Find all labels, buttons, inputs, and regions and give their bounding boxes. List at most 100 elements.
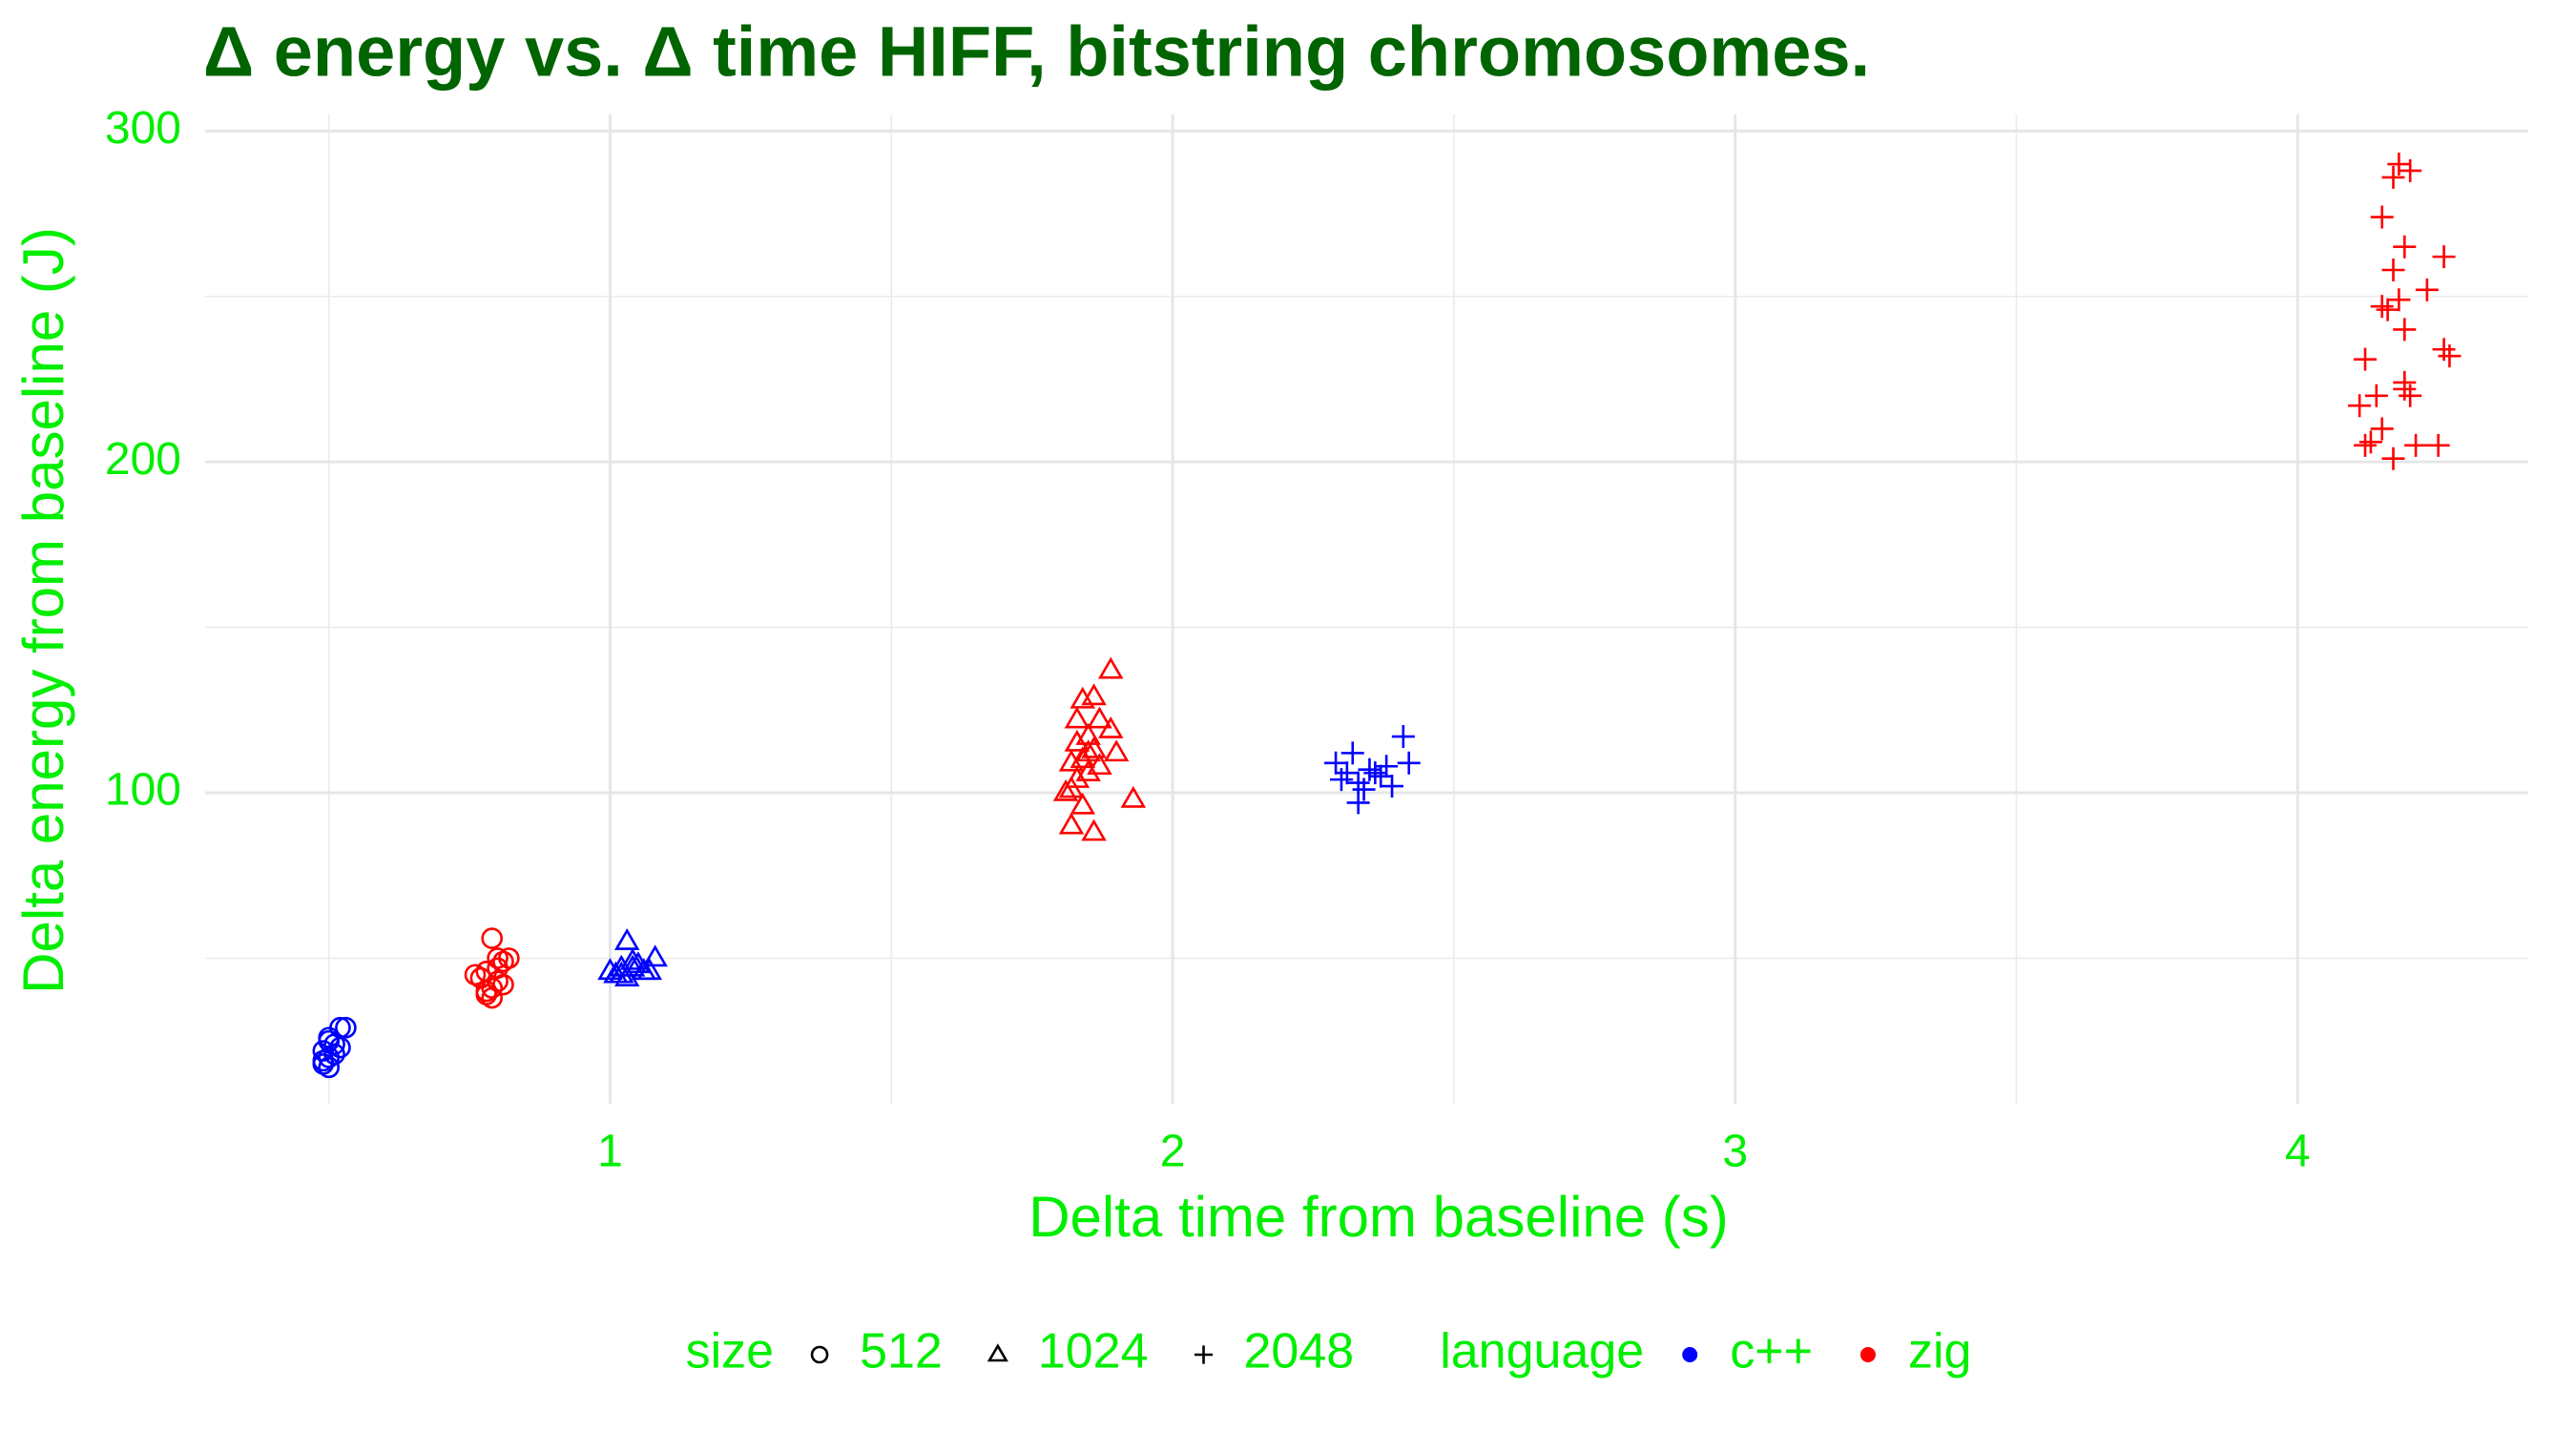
y-tick-label: 100 bbox=[105, 765, 181, 816]
point bbox=[2381, 259, 2405, 282]
point bbox=[2376, 298, 2399, 321]
point bbox=[464, 964, 487, 986]
point bbox=[2354, 347, 2378, 371]
point bbox=[1859, 1347, 1876, 1362]
point bbox=[603, 961, 629, 984]
x-tick-label: 1 bbox=[597, 1127, 623, 1177]
point bbox=[613, 927, 640, 950]
point bbox=[1682, 1347, 1698, 1362]
point bbox=[1070, 746, 1096, 769]
point bbox=[1087, 753, 1112, 776]
point bbox=[1369, 764, 1393, 788]
point bbox=[1335, 761, 1359, 785]
point bbox=[810, 1345, 829, 1364]
legend-title: size bbox=[686, 1324, 774, 1379]
point bbox=[2387, 153, 2411, 176]
legend-label: 1024 bbox=[1038, 1324, 1149, 1379]
point bbox=[2381, 446, 2405, 470]
y-tick-label: 300 bbox=[105, 103, 181, 154]
point bbox=[1064, 729, 1091, 752]
x-tick-label: 2 bbox=[1160, 1127, 1186, 1177]
point bbox=[2393, 318, 2417, 342]
point bbox=[1058, 776, 1085, 798]
point bbox=[1081, 819, 1107, 841]
point bbox=[1075, 739, 1101, 762]
point bbox=[2393, 235, 2417, 259]
point bbox=[2399, 158, 2422, 182]
y-tick-label: 200 bbox=[105, 434, 181, 485]
marks bbox=[312, 153, 2462, 1079]
x-axis-title: Delta time from baseline (s) bbox=[1028, 1185, 1729, 1249]
point bbox=[2393, 377, 2417, 401]
x-tick-label: 3 bbox=[1722, 1127, 1748, 1177]
point bbox=[335, 1016, 357, 1039]
point bbox=[323, 1043, 345, 1066]
point bbox=[312, 1049, 335, 1072]
point bbox=[2426, 433, 2450, 457]
point bbox=[2415, 278, 2439, 301]
point bbox=[2348, 394, 2372, 418]
legend-label: 2048 bbox=[1244, 1324, 1355, 1379]
legend: size 512 1024 2048 language c++ zig bbox=[686, 1324, 1972, 1379]
legend-label: zig bbox=[1908, 1324, 1971, 1379]
legend-label: 512 bbox=[860, 1324, 943, 1379]
point bbox=[1340, 741, 1364, 765]
point bbox=[2404, 433, 2428, 457]
point bbox=[1381, 775, 1404, 798]
point bbox=[619, 947, 646, 970]
point bbox=[1097, 656, 1124, 679]
point bbox=[2381, 165, 2405, 189]
point bbox=[2358, 430, 2382, 454]
point bbox=[1375, 755, 1399, 778]
point bbox=[2370, 205, 2394, 229]
point bbox=[1346, 791, 1370, 815]
point bbox=[1087, 706, 1112, 729]
point bbox=[2354, 433, 2378, 457]
point bbox=[1120, 785, 1147, 808]
x-tick-label: 4 bbox=[2285, 1127, 2311, 1177]
point bbox=[2364, 384, 2388, 407]
point bbox=[1070, 792, 1096, 815]
legend-label: c++ bbox=[1730, 1324, 1813, 1379]
point bbox=[609, 954, 634, 977]
point bbox=[498, 947, 520, 969]
point bbox=[2432, 245, 2456, 269]
point bbox=[2432, 338, 2456, 362]
point bbox=[318, 1056, 341, 1079]
point bbox=[987, 1343, 1008, 1362]
point bbox=[1081, 736, 1107, 758]
point bbox=[481, 927, 503, 949]
point bbox=[1064, 706, 1091, 729]
point bbox=[1070, 686, 1096, 709]
point bbox=[1058, 812, 1085, 835]
point bbox=[1397, 751, 1421, 775]
point bbox=[1103, 739, 1130, 762]
point bbox=[1194, 1345, 1214, 1364]
point bbox=[329, 1036, 351, 1059]
point bbox=[1075, 759, 1101, 781]
point bbox=[1081, 683, 1107, 706]
point bbox=[481, 986, 503, 1009]
point bbox=[1346, 771, 1370, 795]
point bbox=[642, 944, 668, 967]
grid: 1 2 3 4 100 200 300 bbox=[105, 103, 2528, 1177]
point bbox=[1097, 716, 1124, 738]
point bbox=[1391, 725, 1415, 749]
point bbox=[2387, 288, 2411, 312]
point bbox=[1329, 768, 1353, 792]
legend-row: size 512 1024 2048 language c++ zig bbox=[686, 1324, 1972, 1379]
y-axis-title: Delta energy from baseline (J) bbox=[11, 227, 75, 994]
point bbox=[2438, 344, 2462, 368]
point bbox=[1324, 751, 1348, 775]
point bbox=[1363, 761, 1387, 785]
point bbox=[1358, 757, 1381, 781]
point bbox=[475, 980, 498, 1003]
point bbox=[1052, 778, 1079, 801]
point bbox=[2370, 417, 2394, 441]
chart-title: Δ energy vs. Δ time HIFF, bitstring chro… bbox=[203, 12, 1870, 92]
legend-title: language bbox=[1440, 1324, 1644, 1379]
point bbox=[2399, 384, 2422, 407]
point bbox=[1352, 778, 1376, 801]
point bbox=[318, 1029, 341, 1052]
